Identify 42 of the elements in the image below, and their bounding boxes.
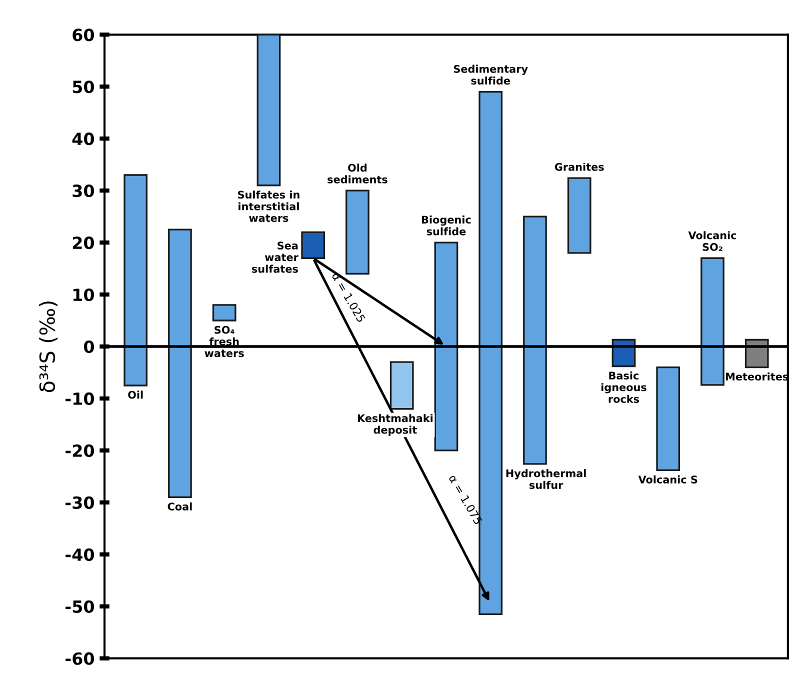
annotation: Hydrothermal sulfur [506,469,586,489]
y-tick-label: 40 [72,132,94,146]
annotation: Sea water sulfates [252,242,298,273]
bar [301,231,326,259]
bar [256,34,281,186]
annotation: Old sediments [328,164,388,184]
y-tick-label: -60 [66,652,94,665]
y-tick-label: -10 [66,392,94,406]
annotation: Biogenic sulfide [422,216,471,236]
annotation: Sulfates in interstitial waters [238,190,300,222]
y-tick-label: -20 [66,444,94,458]
bar [744,338,769,368]
bar [168,228,192,498]
bar [567,177,592,254]
y-tick-label: 50 [72,80,94,94]
y-tick-label: 10 [73,288,94,302]
bar [390,361,414,410]
annotation: SO₄ fresh waters [204,326,244,358]
annotation: Keshtmahaki deposit [358,414,432,436]
annotation: Coal [168,502,192,510]
y-tick-label: 30 [72,184,94,198]
annotation: Volcanic SO₂ [688,231,736,251]
bar [523,216,547,465]
y-axis-title: δ³⁴S (‰) [38,302,58,392]
annotation: Sedimentary sulfide [454,64,528,85]
y-tick-label: -30 [66,496,94,509]
bar [700,257,724,386]
annotation: Granites [554,162,604,171]
y-tick-label: 20 [72,236,94,250]
y-tick-label: -50 [66,600,94,613]
annotation: Volcanic S [638,475,698,484]
y-tick-label: 0 [84,340,94,354]
bar [124,174,148,386]
y-tick-label: 60 [72,28,94,42]
annotation: Meteorites [726,372,788,381]
bar [346,190,370,275]
bar [212,304,236,322]
annotation: Basic igneous rocks [601,371,646,403]
annotation: Oil [128,390,143,399]
bar [656,366,680,472]
bar [434,242,458,452]
y-tick-label: -40 [66,548,94,561]
